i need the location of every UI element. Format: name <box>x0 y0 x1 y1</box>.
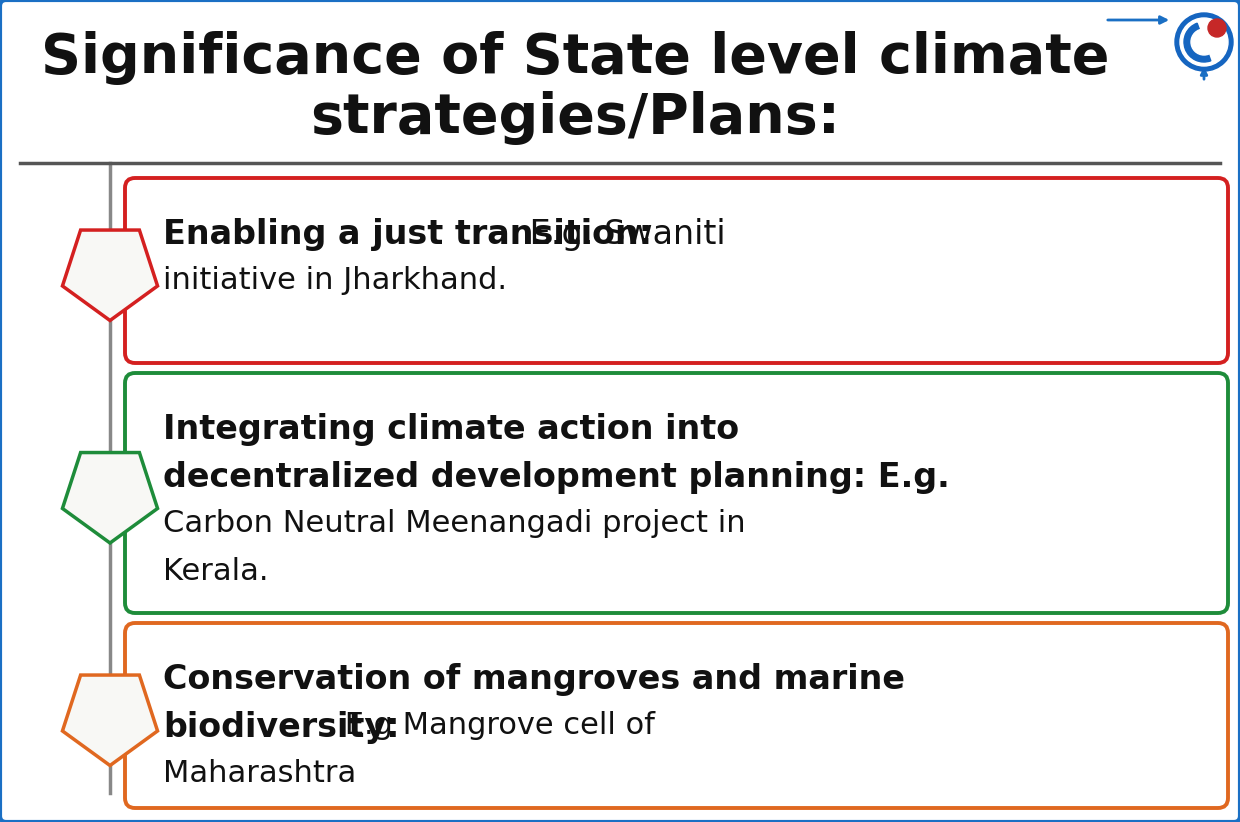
Text: decentralized development planning: E.g.: decentralized development planning: E.g. <box>162 461 950 494</box>
FancyBboxPatch shape <box>125 623 1228 808</box>
Text: strategies/Plans:: strategies/Plans: <box>310 91 839 145</box>
Circle shape <box>1190 29 1216 55</box>
Polygon shape <box>62 453 157 543</box>
Circle shape <box>1208 19 1226 37</box>
Text: Significance of State level climate: Significance of State level climate <box>41 31 1110 85</box>
Text: Maharashtra: Maharashtra <box>162 759 356 788</box>
Text: Integrating climate action into: Integrating climate action into <box>162 413 739 446</box>
Text: Conservation of mangroves and marine: Conservation of mangroves and marine <box>162 663 905 696</box>
Text: Carbon Neutral Meenangadi project in: Carbon Neutral Meenangadi project in <box>162 509 745 538</box>
FancyBboxPatch shape <box>125 178 1228 363</box>
Text: biodiversity:: biodiversity: <box>162 711 399 744</box>
Text: E.g Mangrove cell of: E.g Mangrove cell of <box>335 711 655 740</box>
Text: E.g. Swaniti: E.g. Swaniti <box>520 218 727 251</box>
Wedge shape <box>1184 23 1210 62</box>
Text: initiative in Jharkhand.: initiative in Jharkhand. <box>162 266 507 295</box>
Text: Kerala.: Kerala. <box>162 557 269 586</box>
FancyBboxPatch shape <box>125 373 1228 613</box>
Text: Enabling a just transition:: Enabling a just transition: <box>162 218 652 251</box>
Polygon shape <box>62 675 157 765</box>
Circle shape <box>1176 13 1233 71</box>
Polygon shape <box>62 230 157 321</box>
Circle shape <box>1180 18 1228 66</box>
